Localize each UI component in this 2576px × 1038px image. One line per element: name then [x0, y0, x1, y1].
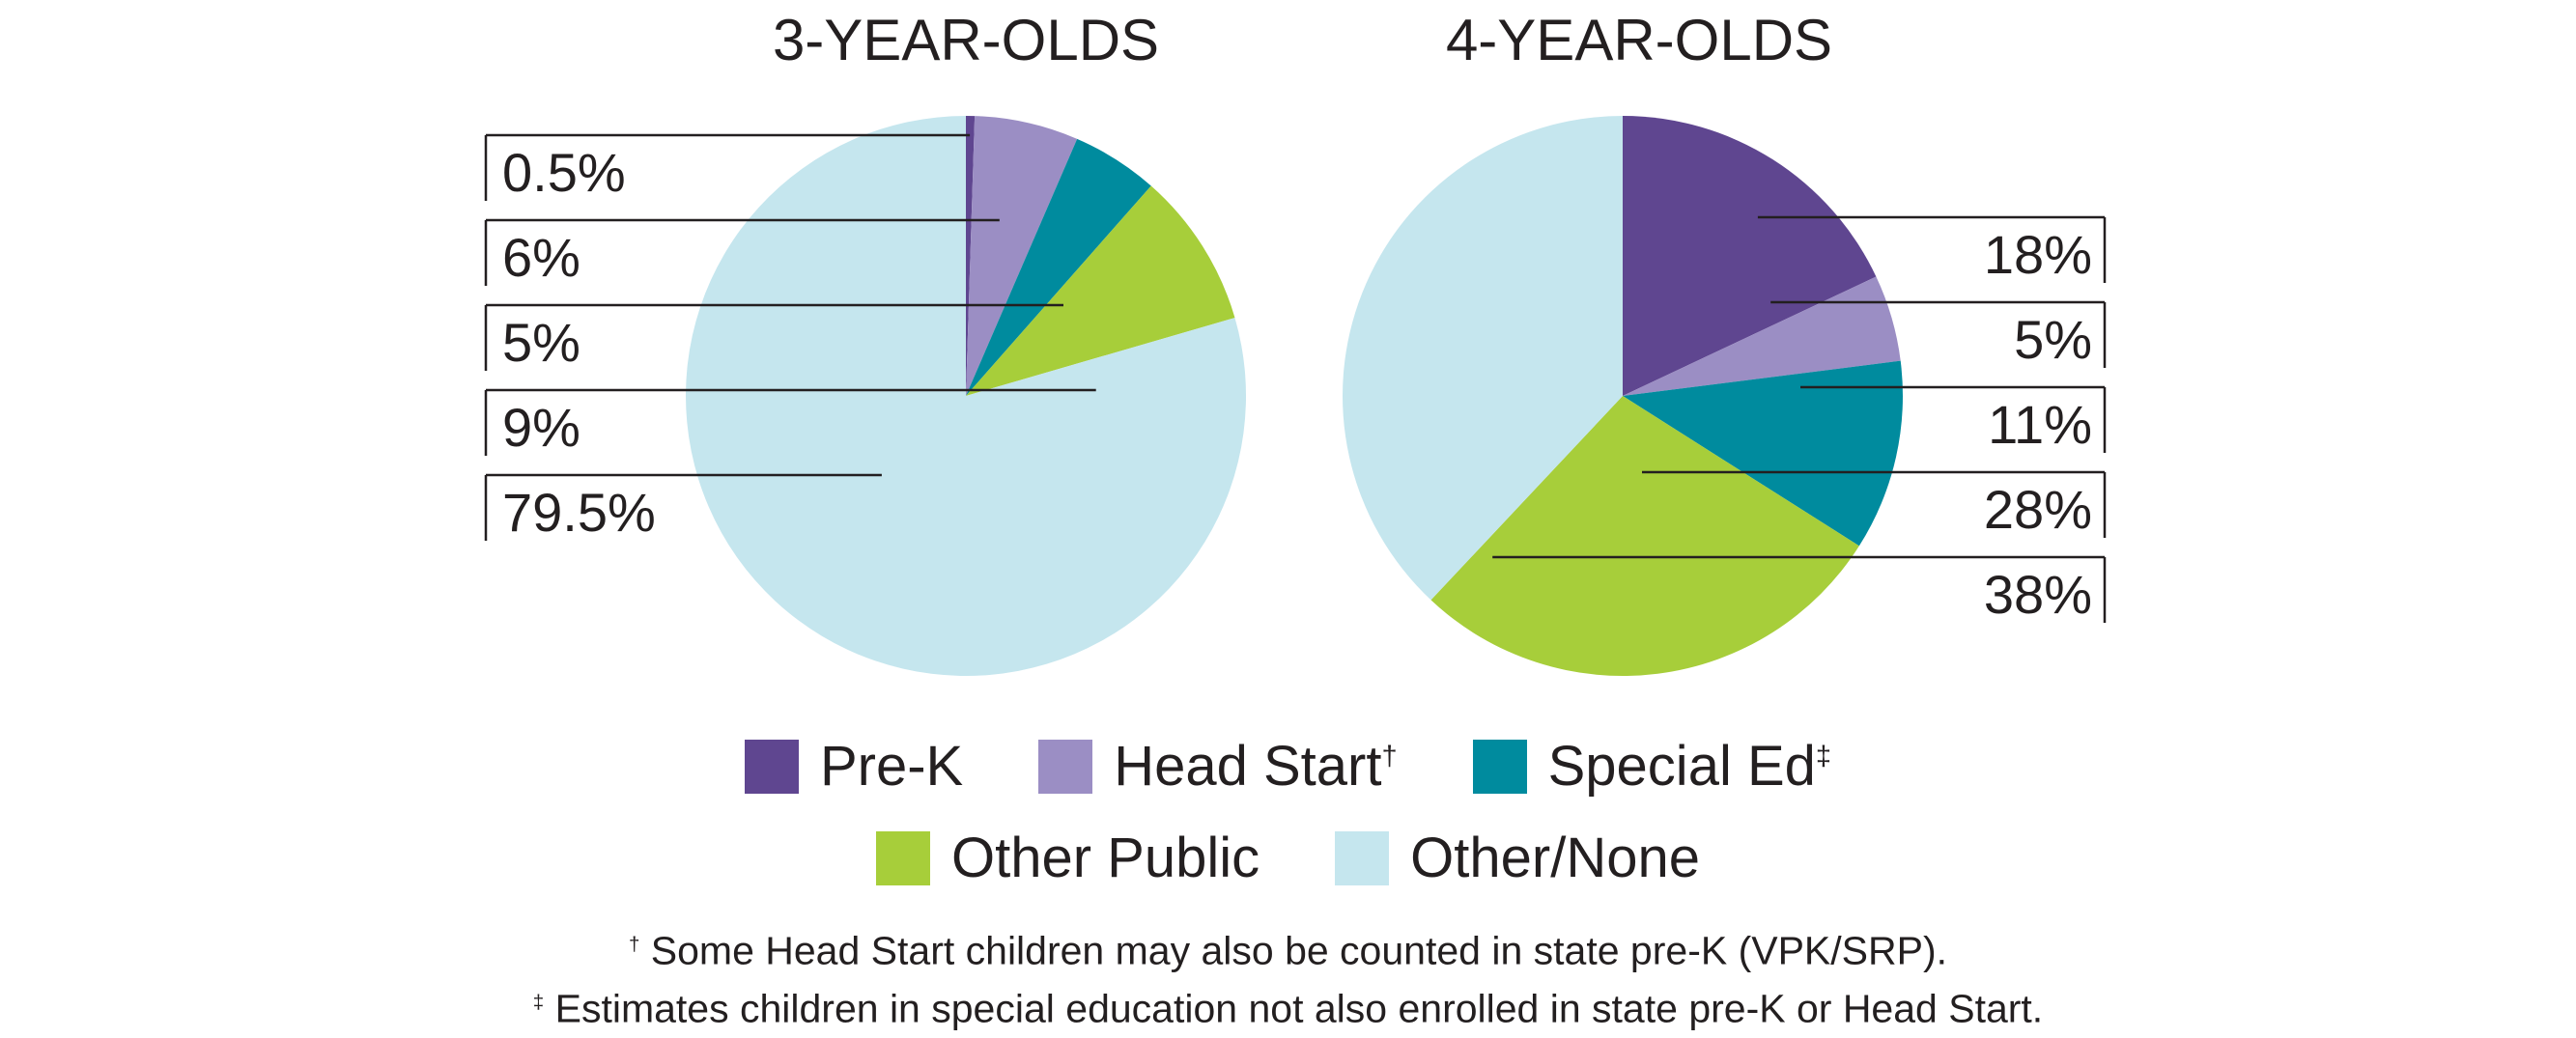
- legend-swatch-other-none: [1335, 830, 1390, 885]
- data-label-4yo-head-start: 5%: [2014, 309, 2092, 370]
- slice-4yo-pre-k: [1623, 116, 1877, 396]
- legend-mark-head-start: †: [1381, 741, 1398, 772]
- legend-label-pre-k: Pre-K: [819, 735, 964, 798]
- slice-3yo-other-none: [686, 116, 1247, 676]
- legend-swatch-other-public: [876, 830, 930, 885]
- footnote-2: ‡ Estimates children in special educatio…: [0, 973, 2576, 1038]
- legend-label-special-ed: Special Ed: [1547, 735, 1816, 798]
- legend-label-other-public: Other Public: [951, 827, 1260, 889]
- data-label-4yo-special-ed: 11%: [1988, 394, 2092, 455]
- slice-4yo-other-none: [1342, 116, 1623, 601]
- data-label-3yo-other-public: 9%: [502, 397, 580, 458]
- footnote-1: † Some Head Start children may also be c…: [0, 915, 2576, 980]
- legend-item-other-none: Other/None: [1335, 826, 1700, 890]
- chart-title-4yo: 4-YEAR-OLDS: [1446, 8, 1832, 72]
- legend-mark-special-ed: ‡: [1815, 741, 1832, 772]
- slice-3yo-head-start: [966, 116, 1078, 396]
- legend-item-other-public: Other Public: [876, 826, 1260, 890]
- legend-item-special-ed: Special Ed‡: [1472, 734, 1832, 799]
- footnote-1-mark: †: [628, 933, 640, 955]
- data-label-3yo-other-none: 79.5%: [502, 482, 656, 543]
- slice-3yo-other-public: [966, 185, 1235, 396]
- footnote-1-text: Some Head Start children may also be cou…: [639, 928, 1948, 973]
- legend-row-2: Other Public Other/None: [0, 826, 2576, 890]
- slice-4yo-head-start: [1623, 276, 1901, 396]
- legend-row-1: Pre-K Head Start† Special Ed‡: [0, 734, 2576, 799]
- legend-swatch-head-start: [1038, 739, 1093, 794]
- legend-item-head-start: Head Start†: [1038, 734, 1398, 799]
- legend-swatch-pre-k: [744, 739, 799, 794]
- data-label-4yo-pre-k: 18%: [1984, 224, 2092, 285]
- data-label-3yo-head-start: 6%: [502, 227, 580, 288]
- slice-3yo-pre-k: [966, 115, 976, 397]
- footnote-2-text: Estimates children in special education …: [544, 986, 2044, 1031]
- legend-label-other-none: Other/None: [1410, 827, 1700, 889]
- legend-label-head-start: Head Start: [1114, 735, 1382, 798]
- data-label-3yo-pre-k: 0.5%: [502, 142, 626, 203]
- data-label-3yo-special-ed: 5%: [502, 312, 580, 373]
- legend-swatch-special-ed: [1472, 739, 1527, 794]
- slice-4yo-special-ed: [1623, 360, 1903, 547]
- legend-item-pre-k: Pre-K: [744, 734, 964, 799]
- data-label-4yo-other-public: 28%: [1984, 479, 2092, 540]
- footnote-2-mark: ‡: [532, 991, 545, 1013]
- chart-title-3yo: 3-YEAR-OLDS: [773, 8, 1159, 72]
- slice-3yo-special-ed: [966, 138, 1151, 396]
- data-label-4yo-other-none: 38%: [1984, 564, 2092, 625]
- slice-4yo-other-public: [1430, 396, 1859, 677]
